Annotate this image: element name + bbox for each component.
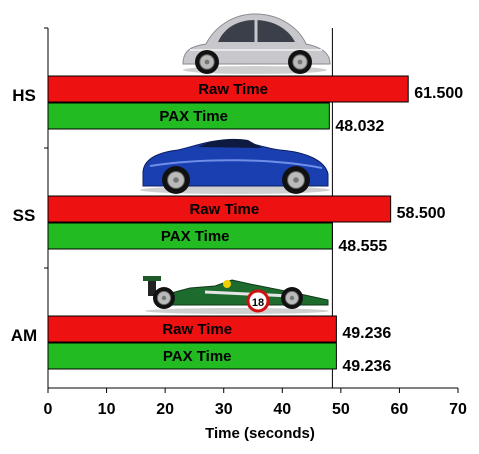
x-tick-label: 20 [156, 401, 174, 418]
bar-series-label: Raw Time [189, 201, 259, 218]
category-label: SS [13, 206, 36, 225]
bar-value-label: 48.032 [335, 118, 384, 135]
x-tick-label: 10 [98, 401, 116, 418]
bar-raw-time [47, 315, 337, 343]
bar-series-label: PAX Time [163, 348, 232, 365]
category-label: AM [11, 326, 37, 345]
bar-series-label: Raw Time [162, 321, 232, 338]
bar-value-label: 58.500 [397, 205, 446, 222]
bar-series-label: PAX Time [159, 108, 228, 125]
x-axis-title: Time (seconds) [205, 425, 315, 442]
car-formula-racer-icon: 18 [143, 276, 329, 314]
x-tick-label: 70 [449, 401, 467, 418]
x-tick-label: 30 [215, 401, 233, 418]
category-label: HS [12, 86, 36, 105]
x-tick-label: 50 [332, 401, 350, 418]
bar-value-label: 61.500 [414, 85, 463, 102]
bar-value-label: 49.236 [342, 358, 391, 375]
bar-pax-time [47, 222, 333, 250]
car-corvette-icon [140, 138, 330, 194]
car-beetle-icon [182, 13, 331, 74]
bar-pax-time [47, 102, 330, 130]
bar-series-label: Raw Time [198, 81, 268, 98]
bar-series-label: PAX Time [161, 228, 230, 245]
bar-pax-time [47, 342, 337, 370]
bar-raw-time [47, 195, 392, 223]
x-tick-label: 60 [391, 401, 409, 418]
x-tick-label: 40 [273, 401, 291, 418]
bar-raw-time [47, 75, 409, 103]
bar-value-label: 49.236 [342, 325, 391, 342]
bar-value-label: 48.555 [338, 238, 387, 255]
x-tick-label: 0 [44, 401, 53, 418]
svg-text:18: 18 [252, 297, 264, 309]
